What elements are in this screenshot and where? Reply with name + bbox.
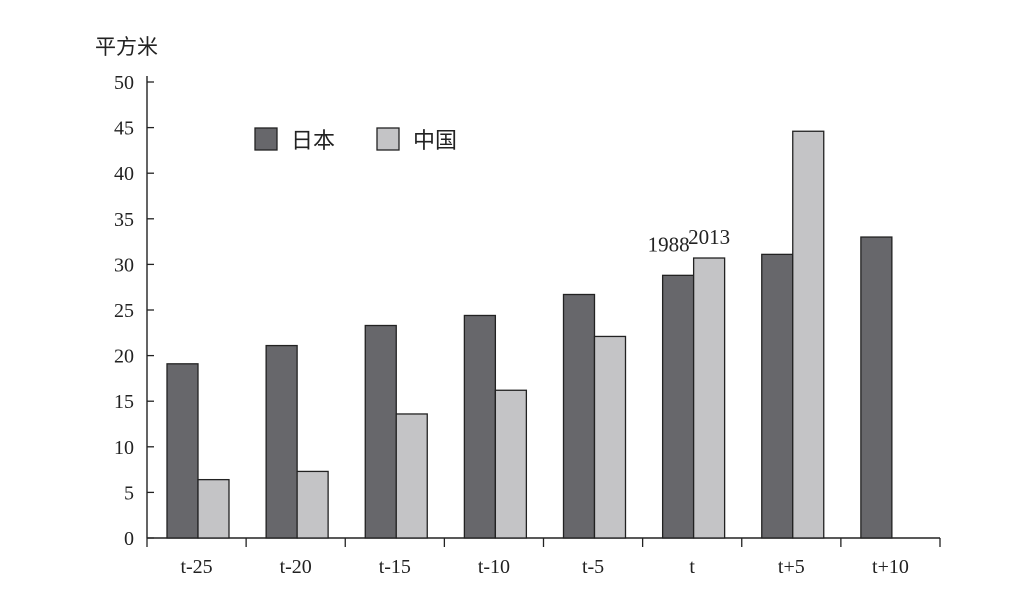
- legend-label: 日本: [291, 128, 335, 153]
- bar: [593, 335, 627, 539]
- y-tick-label: 15: [114, 391, 134, 413]
- legend-label: 中国: [413, 128, 457, 153]
- bar: [761, 253, 794, 539]
- y-axis: 0 5 10 15 20 25 30 35 40 45 50: [114, 72, 154, 550]
- x-tick-label: t+10: [872, 556, 909, 578]
- bar: [395, 413, 428, 539]
- bar: [494, 389, 528, 539]
- y-tick-label: 40: [114, 163, 134, 185]
- x-axis: t-25 t-20 t-15 t-10 t-5 t t+5 t+10: [146, 537, 941, 578]
- data-annotation: 1988: [648, 232, 690, 256]
- x-tick-label: t+5: [778, 556, 805, 578]
- y-tick-label: 50: [114, 72, 134, 94]
- legend-swatch: [376, 127, 400, 151]
- legend: 日本 中国: [254, 127, 457, 153]
- bar: [860, 236, 893, 539]
- y-axis-label: 平方米: [95, 35, 158, 59]
- legend-swatch: [254, 127, 278, 151]
- bars: [166, 130, 893, 539]
- bar: [661, 274, 695, 539]
- bar: [166, 363, 199, 539]
- bar: [792, 130, 825, 539]
- y-tick-label: 35: [114, 209, 134, 231]
- y-tick-label: 10: [114, 437, 134, 459]
- bar: [265, 344, 298, 539]
- bar: [364, 324, 397, 539]
- bar: [197, 478, 230, 539]
- bar: [463, 314, 497, 539]
- bar: [296, 470, 329, 539]
- x-tick-label: t-10: [478, 556, 510, 578]
- y-tick-label: 45: [114, 118, 134, 140]
- y-tick-label: 5: [124, 482, 134, 504]
- y-tick-label: 20: [114, 346, 134, 368]
- x-tick-label: t-20: [280, 556, 312, 578]
- x-tick-label: t-5: [582, 556, 604, 578]
- y-tick-label: 30: [114, 254, 134, 276]
- data-annotation: 2013: [688, 225, 730, 249]
- y-tick-label: 0: [124, 528, 134, 550]
- bar: [562, 293, 596, 539]
- bar: [692, 257, 726, 539]
- x-tick-label: t-25: [180, 556, 212, 578]
- x-tick-label: t: [689, 556, 695, 578]
- y-tick-label: 25: [114, 300, 134, 322]
- x-tick-label: t-15: [379, 556, 411, 578]
